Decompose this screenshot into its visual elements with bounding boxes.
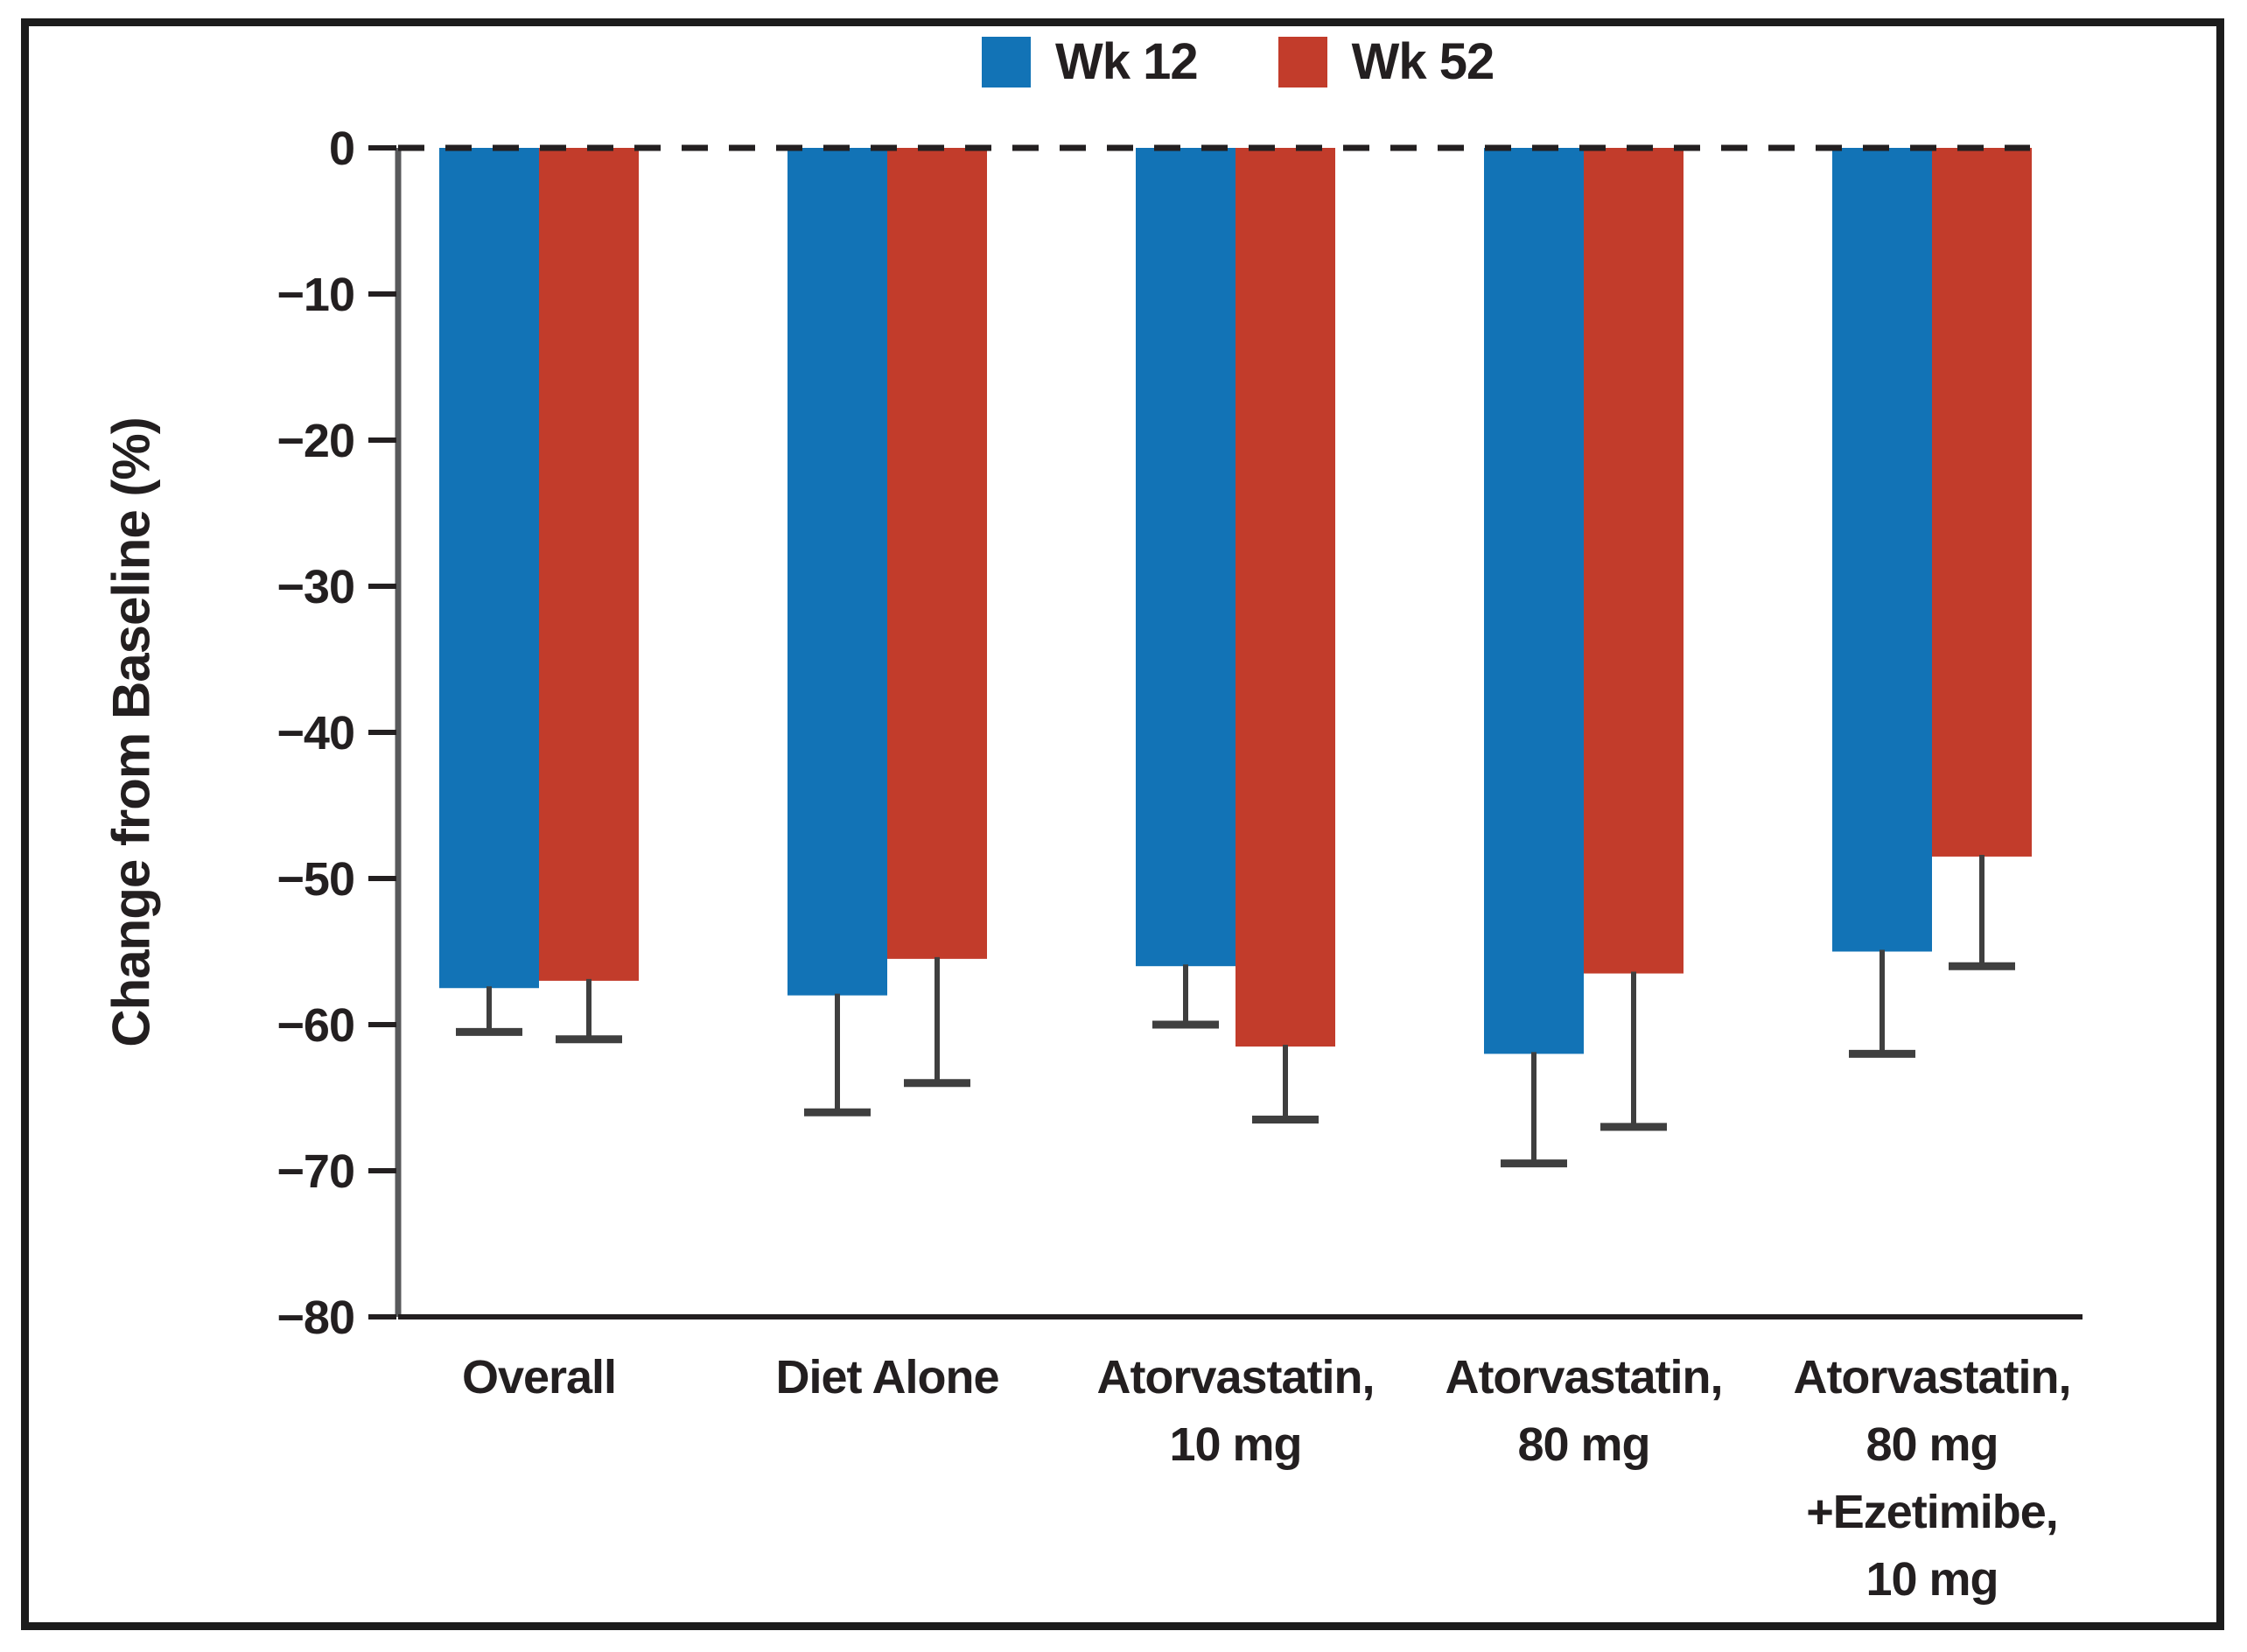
wk52-legend-swatch-icon — [1278, 37, 1327, 88]
y-tick-label-2: −20 — [276, 415, 354, 467]
bar-wk12-3 — [1484, 148, 1584, 1054]
category-label-4: Atorvastatin, 80 mg +Ezetimibe, 10 mg — [1793, 1351, 2070, 1606]
y-tick-label-4: −40 — [276, 707, 354, 760]
wk52-legend-label: Wk 52 — [1351, 33, 1495, 90]
bar-wk52-3 — [1584, 148, 1684, 974]
bar-wk52-1 — [887, 148, 987, 959]
y-tick-label-7: −70 — [276, 1145, 354, 1198]
bar-wk52-2 — [1236, 148, 1335, 1047]
category-label-1: Diet Alone — [775, 1351, 998, 1404]
wk12-legend-swatch-icon — [982, 37, 1031, 88]
y-tick-label-1: −10 — [276, 269, 354, 321]
y-tick-label-3: −30 — [276, 561, 354, 613]
bar-wk52-0 — [539, 148, 639, 981]
y-tick-label-8: −80 — [276, 1292, 354, 1344]
y-tick-label-5: −50 — [276, 853, 354, 906]
wk12-legend-label: Wk 12 — [1055, 33, 1199, 90]
category-label-3: Atorvastatin, 80 mg — [1445, 1351, 1722, 1471]
bar-wk12-0 — [439, 148, 539, 989]
category-label-2: Atorvastatin, 10 mg — [1096, 1351, 1374, 1471]
bar-wk52-4 — [1932, 148, 2032, 857]
y-axis-title: Change from Baseline (%) — [102, 417, 161, 1047]
y-tick-label-6: −60 — [276, 999, 354, 1052]
legend-item-wk52: Wk 52 — [1278, 37, 1494, 88]
bar-wk12-1 — [788, 148, 887, 996]
bar-wk12-2 — [1136, 148, 1236, 967]
category-label-0: Overall — [462, 1351, 616, 1404]
bar-wk12-4 — [1832, 148, 1932, 952]
legend-item-wk12: Wk 12 — [982, 33, 1199, 90]
y-tick-label-0: 0 — [329, 122, 354, 175]
chart-legend: Wk 12 Wk 52 — [982, 37, 1494, 88]
